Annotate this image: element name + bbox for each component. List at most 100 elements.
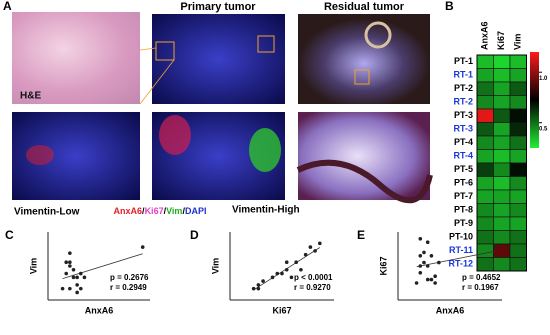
row-label: PT-8 <box>454 205 473 215</box>
primary-image <box>152 14 285 104</box>
heat-cell <box>509 176 527 191</box>
colorbar <box>530 52 539 148</box>
vim-stain <box>249 128 281 172</box>
point <box>68 251 72 255</box>
point <box>256 283 261 287</box>
image-title: Primary tumor <box>180 1 256 13</box>
stain-legend: AnxA6/Ki67/Vim/DAPI <box>114 206 207 216</box>
point <box>68 264 72 268</box>
row-label: PT-9 <box>454 218 473 228</box>
point <box>294 260 298 265</box>
row-label: RT-1 <box>453 70 473 80</box>
point <box>284 260 289 265</box>
point <box>64 260 69 265</box>
row-label: PT-3 <box>454 110 473 120</box>
point <box>299 267 303 272</box>
point <box>71 275 76 280</box>
point <box>422 250 426 255</box>
x-axis-label: AnxA6 <box>436 305 465 315</box>
row-label: PT-5 <box>454 164 473 174</box>
heat-cell <box>509 135 527 150</box>
point <box>303 252 308 257</box>
heat-cell <box>493 257 511 272</box>
heat-cell <box>509 230 527 245</box>
stat-annotation: r = 0.2949 <box>110 283 147 292</box>
row-label: PT-10 <box>449 232 473 242</box>
heat-cell <box>509 203 527 218</box>
point <box>425 277 430 282</box>
heat-cell <box>509 257 527 272</box>
point <box>75 275 79 280</box>
stain-name: AnxA6 <box>114 206 143 216</box>
heat-cell <box>493 68 511 83</box>
y-axis-label: Vim <box>28 258 38 274</box>
y-axis-label: Ki67 <box>378 256 388 275</box>
zoom-box <box>155 41 175 61</box>
heat-cell <box>509 108 527 123</box>
point <box>429 254 434 258</box>
heat-cell <box>493 216 511 231</box>
heat-cell <box>509 162 527 177</box>
heat-cell <box>509 81 527 96</box>
point <box>75 290 79 295</box>
point <box>425 264 430 268</box>
heat-cell <box>476 176 494 191</box>
point <box>425 240 430 244</box>
heat-cell <box>476 68 494 83</box>
heat-cell <box>476 257 494 272</box>
fit-line <box>416 250 495 268</box>
x-axis-label: Ki67 <box>272 305 291 315</box>
anxa6-stain <box>26 145 54 165</box>
heat-cell <box>493 203 511 218</box>
point <box>308 245 313 249</box>
heat-cell <box>493 95 511 110</box>
point <box>418 271 423 275</box>
colorbar-tick-label: 1.0 <box>539 76 548 82</box>
image-title: Residual tumor <box>324 1 405 13</box>
point <box>418 237 423 241</box>
image-label: Vimentin-High <box>232 205 300 216</box>
heat-cell <box>476 108 494 123</box>
point <box>284 267 289 272</box>
heat-cell <box>476 243 494 258</box>
heat-cell <box>493 162 511 177</box>
row-label: RT-11 <box>449 245 473 255</box>
heat-cell <box>476 81 494 96</box>
column-label: Vim <box>513 34 523 50</box>
heat-cell <box>493 122 511 137</box>
point <box>270 275 275 280</box>
stat-annotation: p = 0.2676 <box>110 273 149 282</box>
row-label: PT-1 <box>454 56 473 66</box>
point <box>68 260 72 265</box>
point <box>280 271 284 276</box>
point <box>418 264 423 268</box>
row-label: RT-2 <box>453 97 473 107</box>
point <box>68 286 72 291</box>
row-label: PT-4 <box>454 137 473 147</box>
point <box>71 267 76 272</box>
stat-annotation: p < 0.0001 <box>294 273 333 282</box>
heat-cell <box>509 54 527 69</box>
heat-cell <box>493 108 511 123</box>
point <box>418 254 423 258</box>
x-axis-label: AnxA6 <box>85 305 114 315</box>
y-axis-label: Vim <box>210 258 220 274</box>
stain-name: / <box>182 206 185 216</box>
heat-cell <box>476 122 494 137</box>
zoom-line <box>139 59 175 105</box>
point <box>433 274 437 279</box>
point <box>437 260 441 265</box>
row-label: PT-6 <box>454 178 473 188</box>
heat-cell <box>476 149 494 164</box>
heat-cell <box>476 216 494 231</box>
heat-cell <box>493 135 511 150</box>
heat-cell <box>476 230 494 245</box>
residual-zoom-image <box>298 112 430 200</box>
heat-cell <box>509 122 527 137</box>
panel-label: D <box>190 228 199 242</box>
image-label: H&E <box>20 91 41 102</box>
vessel <box>364 21 392 49</box>
column-label: Ki67 <box>496 31 506 50</box>
point <box>422 260 426 265</box>
